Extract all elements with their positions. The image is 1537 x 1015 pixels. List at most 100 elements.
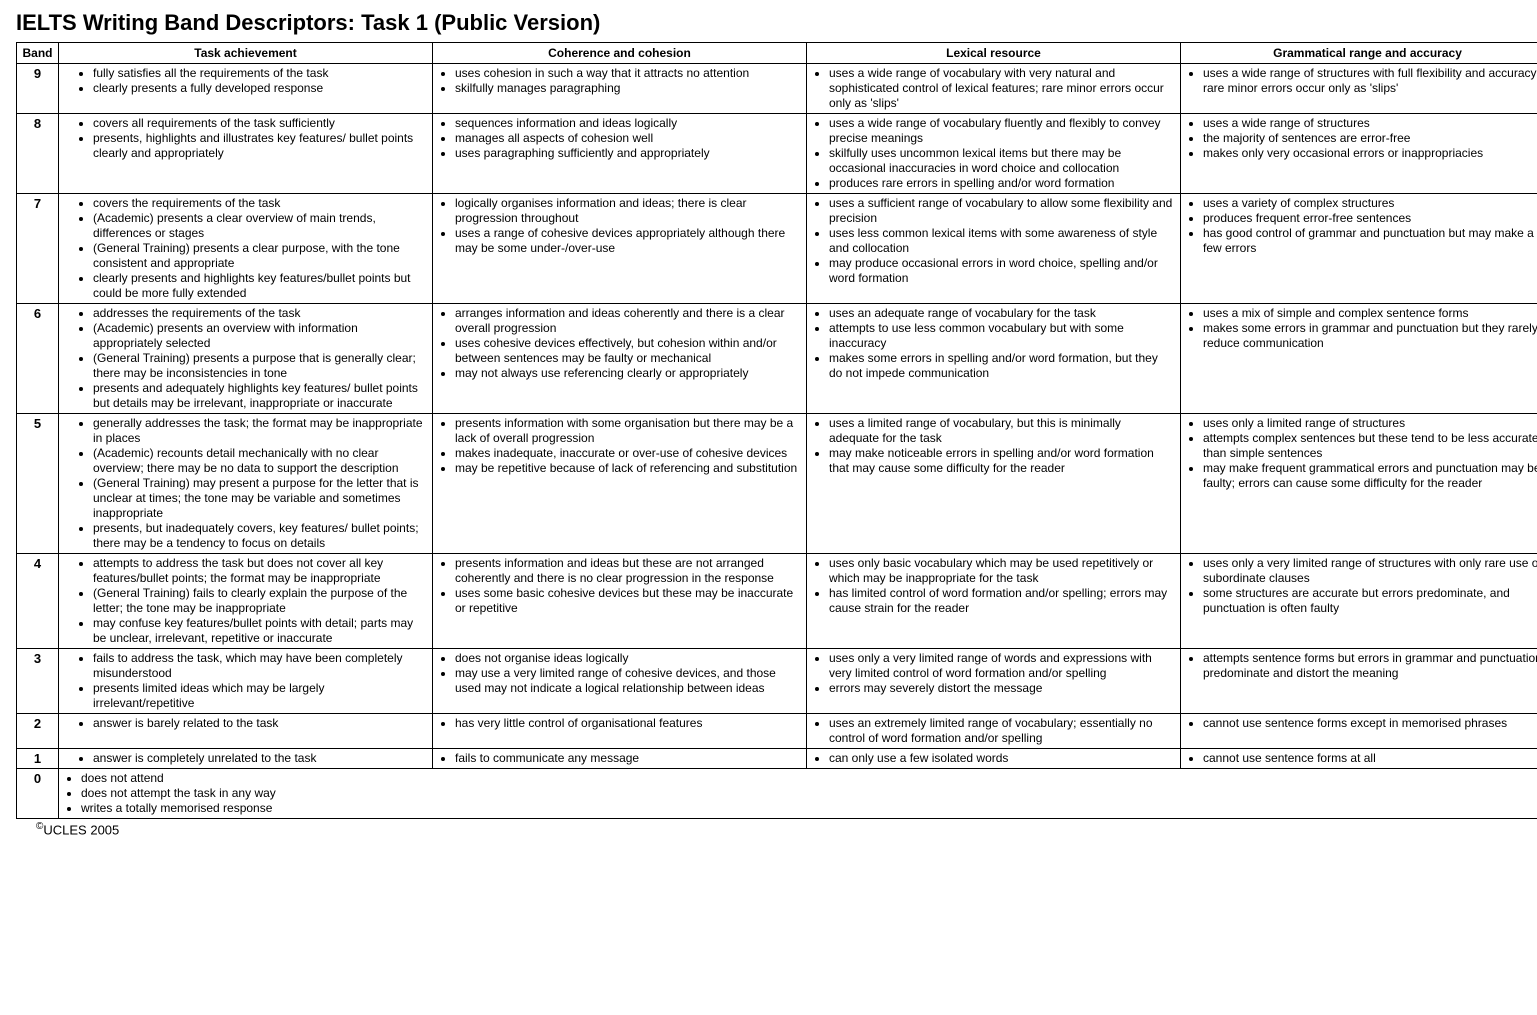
bullet: makes only very occasional errors or ina… — [1203, 146, 1537, 161]
bullet: uses only a limited range of structures — [1203, 416, 1537, 431]
band-cell: 9 — [17, 64, 59, 114]
band-cell: 2 — [17, 714, 59, 749]
bullet: does not attend — [81, 771, 1537, 786]
bullet: (Academic) presents an overview with inf… — [93, 321, 426, 351]
criterion-cell: covers the requirements of the task(Acad… — [59, 194, 433, 304]
bullet: presents and adequately highlights key f… — [93, 381, 426, 411]
bullet: answer is completely unrelated to the ta… — [93, 751, 426, 766]
col-task: Task achievement — [59, 43, 433, 64]
bullet: uses paragraphing sufficiently and appro… — [455, 146, 800, 161]
criterion-cell: has very little control of organisationa… — [433, 714, 807, 749]
bullet: attempts to address the task but does no… — [93, 556, 426, 586]
bullet: uses an adequate range of vocabulary for… — [829, 306, 1174, 321]
bullet: does not organise ideas logically — [455, 651, 800, 666]
bullet: clearly presents a fully developed respo… — [93, 81, 426, 96]
bullet: produces rare errors in spelling and/or … — [829, 176, 1174, 191]
bullet: uses only basic vocabulary which may be … — [829, 556, 1174, 586]
criterion-cell: attempts sentence forms but errors in gr… — [1181, 649, 1537, 714]
col-lexical: Lexical resource — [807, 43, 1181, 64]
bullet: uses a variety of complex structures — [1203, 196, 1537, 211]
bullet: attempts to use less common vocabulary b… — [829, 321, 1174, 351]
criterion-cell: uses a variety of complex structuresprod… — [1181, 194, 1537, 304]
bullet: presents information with some organisat… — [455, 416, 800, 446]
table-row: 2 answer is barely related to the task has… — [17, 714, 1537, 749]
criterion-cell: uses only a very limited range of struct… — [1181, 554, 1537, 649]
bullet: uses a wide range of structures with ful… — [1203, 66, 1537, 96]
criterion-cell: fails to communicate any message — [433, 749, 807, 769]
bullet: manages all aspects of cohesion well — [455, 131, 800, 146]
bullet: sequences information and ideas logicall… — [455, 116, 800, 131]
table-header-row: Band Task achievement Coherence and cohe… — [17, 43, 1537, 64]
bullet: presents limited ideas which may be larg… — [93, 681, 426, 711]
bullet: cannot use sentence forms except in memo… — [1203, 716, 1537, 731]
criterion-cell: covers all requirements of the task suff… — [59, 114, 433, 194]
bullet: cannot use sentence forms at all — [1203, 751, 1537, 766]
criterion-cell: uses only a limited range of structuresa… — [1181, 414, 1537, 554]
criterion-cell: does not attenddoes not attempt the task… — [59, 769, 1537, 819]
bullet: may make noticeable errors in spelling a… — [829, 446, 1174, 476]
bullet: produces frequent error-free sentences — [1203, 211, 1537, 226]
table-row: 3fails to address the task, which may ha… — [17, 649, 1537, 714]
bullet: may be repetitive because of lack of ref… — [455, 461, 800, 476]
criterion-cell: fully satisfies all the requirements of … — [59, 64, 433, 114]
criterion-cell: logically organises information and idea… — [433, 194, 807, 304]
bullet: uses only a very limited range of words … — [829, 651, 1174, 681]
band-cell: 8 — [17, 114, 59, 194]
bullet: writes a totally memorised response — [81, 801, 1537, 816]
bullet: (General Training) may present a purpose… — [93, 476, 426, 521]
bullet: makes inadequate, inaccurate or over-use… — [455, 446, 800, 461]
bullet: clearly presents and highlights key feat… — [93, 271, 426, 301]
bullet: may not always use referencing clearly o… — [455, 366, 800, 381]
bullet: skilfully uses uncommon lexical items bu… — [829, 146, 1174, 176]
bullet: logically organises information and idea… — [455, 196, 800, 226]
table-row: 8 covers all requirements of the task suf… — [17, 114, 1537, 194]
descriptor-table: Band Task achievement Coherence and cohe… — [16, 42, 1537, 819]
bullet: presents information and ideas but these… — [455, 556, 800, 586]
criterion-cell: uses a wide range of vocabulary with ver… — [807, 64, 1181, 114]
bullet: has good control of grammar and punctuat… — [1203, 226, 1537, 256]
bullet: (General Training) presents a clear purp… — [93, 241, 426, 271]
criterion-cell: cannot use sentence forms at all — [1181, 749, 1537, 769]
bullet: answer is barely related to the task — [93, 716, 426, 731]
bullet: uses a wide range of structures — [1203, 116, 1537, 131]
criterion-cell: generally addresses the task; the format… — [59, 414, 433, 554]
bullet: the majority of sentences are error-free — [1203, 131, 1537, 146]
bullet: arranges information and ideas coherentl… — [455, 306, 800, 336]
bullet: uses a mix of simple and complex sentenc… — [1203, 306, 1537, 321]
bullet: covers all requirements of the task suff… — [93, 116, 426, 131]
bullet: (General Training) fails to clearly expl… — [93, 586, 426, 616]
bullet: may produce occasional errors in word ch… — [829, 256, 1174, 286]
criterion-cell: presents information and ideas but these… — [433, 554, 807, 649]
table-row: 1 answer is completely unrelated to the t… — [17, 749, 1537, 769]
col-grammar: Grammatical range and accuracy — [1181, 43, 1537, 64]
bullet: fails to communicate any message — [455, 751, 800, 766]
bullet: (General Training) presents a purpose th… — [93, 351, 426, 381]
criterion-cell: addresses the requirements of the task(A… — [59, 304, 433, 414]
criterion-cell: uses a wide range of structuresthe major… — [1181, 114, 1537, 194]
criterion-cell: uses an adequate range of vocabulary for… — [807, 304, 1181, 414]
page-title: IELTS Writing Band Descriptors: Task 1 (… — [16, 10, 1521, 36]
criterion-cell: uses a sufficient range of vocabulary to… — [807, 194, 1181, 304]
bullet: uses a wide range of vocabulary with ver… — [829, 66, 1174, 111]
criterion-cell: does not organise ideas logicallymay use… — [433, 649, 807, 714]
criterion-cell: answer is completely unrelated to the ta… — [59, 749, 433, 769]
bullet: makes some errors in spelling and/or wor… — [829, 351, 1174, 381]
table-row: 7covers the requirements of the task(Aca… — [17, 194, 1537, 304]
criterion-cell: uses a limited range of vocabulary, but … — [807, 414, 1181, 554]
band-cell: 3 — [17, 649, 59, 714]
bullet: covers the requirements of the task — [93, 196, 426, 211]
bullet: generally addresses the task; the format… — [93, 416, 426, 446]
criterion-cell: cannot use sentence forms except in memo… — [1181, 714, 1537, 749]
bullet: presents, highlights and illustrates key… — [93, 131, 426, 161]
bullet: uses some basic cohesive devices but the… — [455, 586, 800, 616]
bullet: (Academic) recounts detail mechanically … — [93, 446, 426, 476]
band-cell: 1 — [17, 749, 59, 769]
bullet: uses less common lexical items with some… — [829, 226, 1174, 256]
bullet: uses only a very limited range of struct… — [1203, 556, 1537, 586]
criterion-cell: uses an extremely limited range of vocab… — [807, 714, 1181, 749]
criterion-cell: uses a wide range of structures with ful… — [1181, 64, 1537, 114]
criterion-cell: uses cohesion in such a way that it attr… — [433, 64, 807, 114]
bullet: uses a wide range of vocabulary fluently… — [829, 116, 1174, 146]
band-cell: 5 — [17, 414, 59, 554]
criterion-cell: uses a mix of simple and complex sentenc… — [1181, 304, 1537, 414]
